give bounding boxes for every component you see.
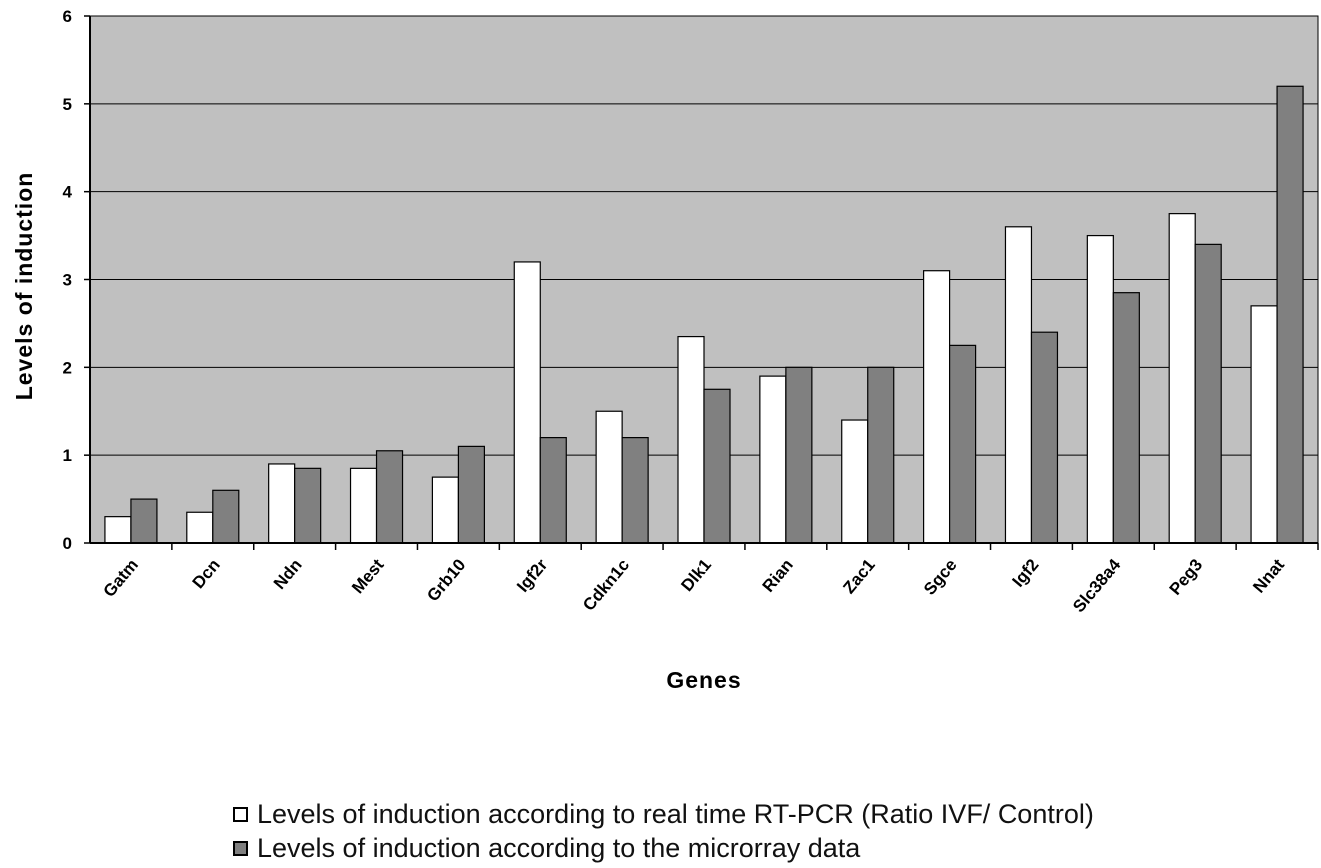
- y-tick-label: 2: [63, 358, 72, 377]
- y-tick-label: 3: [63, 271, 72, 290]
- bar-rtpcr: [431, 476, 459, 544]
- bar-microarray: [621, 437, 649, 544]
- bar-rtpcr: [1086, 234, 1114, 544]
- x-tick-label: Gatm: [100, 555, 142, 601]
- bars: [104, 85, 1304, 544]
- x-tick-label: Grb10: [423, 555, 469, 605]
- y-tick-label: 6: [63, 7, 72, 26]
- legend-swatch-gray: [233, 840, 248, 856]
- x-tick-label: Nnat: [1249, 555, 1288, 596]
- x-tick-label: Sgce: [920, 555, 961, 598]
- bar-rtpcr: [349, 467, 378, 544]
- bar-rtpcr: [595, 410, 623, 544]
- x-tick-labels: Gatm Dcn Ndn Mest Grb10 Igf2r Cdkn1c Dlk1 Rian Za…: [100, 555, 1289, 616]
- bar-rtpcr: [759, 375, 787, 544]
- y-tick-label: 4: [63, 183, 73, 202]
- axes: [84, 15, 1319, 550]
- bar-microarray: [948, 344, 977, 544]
- x-tick-label: Dcn: [189, 555, 224, 592]
- legend-label-rtpcr: Levels of induction according to real ti…: [257, 798, 1094, 829]
- y-tick-label: 0: [63, 534, 72, 553]
- x-tick-label: Slc38a4: [1069, 555, 1125, 616]
- x-axis-title: Genes: [666, 667, 741, 693]
- bar-rtpcr: [841, 419, 869, 544]
- bar-rtpcr: [1250, 305, 1278, 544]
- bar-rtpcr: [922, 270, 951, 544]
- y-tick-label: 1: [63, 446, 72, 465]
- legend-item-rtpcr: Levels of induction according to real ti…: [233, 797, 1094, 831]
- x-tick-label: Igf2: [1009, 555, 1043, 590]
- x-tick-label: Zac1: [839, 555, 878, 597]
- bar-microarray: [212, 489, 240, 544]
- bar-microarray: [1030, 331, 1059, 544]
- bar-rtpcr: [677, 335, 705, 544]
- x-tick-label: Rian: [759, 555, 797, 595]
- x-tick-label: Ndn: [270, 555, 306, 593]
- legend-label-microarray: Levels of induction according to the mic…: [257, 832, 861, 863]
- bar-rtpcr: [104, 516, 132, 544]
- bar-rtpcr: [513, 261, 541, 544]
- bar-microarray: [130, 498, 158, 544]
- bar-microarray: [375, 450, 404, 544]
- bar-microarray: [1194, 243, 1222, 544]
- y-axis-title: Levels of induction: [11, 172, 37, 401]
- bar-microarray: [457, 445, 485, 544]
- bar-microarray: [703, 388, 731, 544]
- bar-microarray: [294, 467, 322, 544]
- x-tick-label: Igf2r: [513, 555, 551, 596]
- legend-item-microarray: Levels of induction according to the mic…: [233, 831, 1094, 865]
- y-tick-labels: 0 1 2 3 4 5 6: [63, 7, 73, 553]
- bar-microarray: [785, 366, 813, 544]
- bar-rtpcr: [268, 463, 296, 544]
- bar-microarray: [539, 437, 567, 544]
- bar-rtpcr: [1168, 213, 1196, 544]
- bar-microarray: [867, 366, 895, 544]
- y-tick-label: 5: [63, 95, 72, 114]
- x-tick-label: Dlk1: [677, 555, 715, 595]
- x-tick-label: Cdkn1c: [579, 555, 633, 614]
- legend: Levels of induction according to real ti…: [233, 797, 1094, 865]
- x-tick-label: Peg3: [1166, 555, 1207, 598]
- bar-rtpcr: [1004, 226, 1033, 544]
- bar-microarray: [1112, 292, 1140, 544]
- bar-microarray: [1276, 85, 1304, 544]
- legend-swatch-white: [233, 806, 248, 822]
- bar-rtpcr: [186, 511, 214, 544]
- x-tick-label: Mest: [348, 555, 388, 597]
